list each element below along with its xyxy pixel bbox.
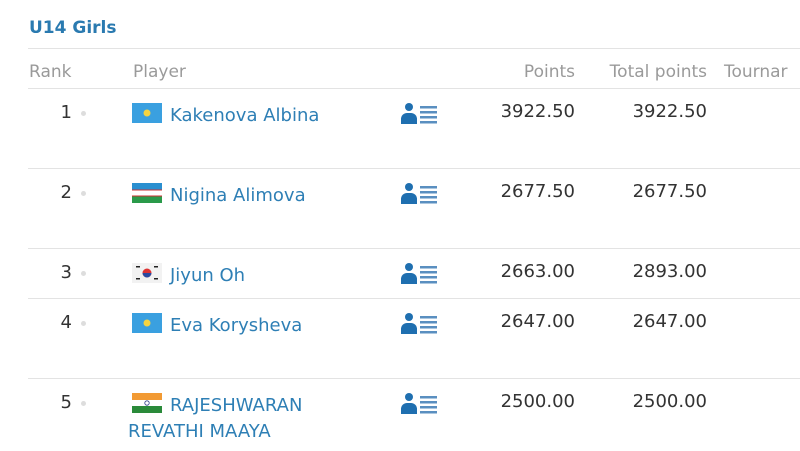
player-profile-icon[interactable] bbox=[401, 182, 439, 204]
points: 3922.50 bbox=[500, 101, 575, 122]
player-profile-icon[interactable] bbox=[401, 262, 439, 284]
total-points: 3922.50 bbox=[632, 101, 707, 122]
player-profile-icon[interactable] bbox=[401, 102, 439, 124]
rank-change-dot-icon bbox=[81, 111, 86, 116]
player-name-link[interactable]: Nigina Alimova bbox=[170, 185, 306, 206]
section-title: U14 Girls bbox=[29, 18, 117, 38]
rank-change-dot-icon bbox=[81, 321, 86, 326]
divider bbox=[28, 48, 800, 49]
total-points: 2647.00 bbox=[632, 311, 707, 332]
total-points: 2677.50 bbox=[632, 181, 707, 202]
total-points: 2500.00 bbox=[632, 391, 707, 412]
points: 2677.50 bbox=[500, 181, 575, 202]
total-points: 2893.00 bbox=[632, 261, 707, 282]
player-name-link[interactable]: RAJESHWARAN bbox=[170, 395, 303, 416]
header-tournaments: Tournar bbox=[724, 62, 788, 82]
header-player: Player bbox=[133, 62, 186, 82]
header-rank: Rank bbox=[29, 62, 72, 82]
divider bbox=[28, 378, 800, 379]
flag-uzbekistan-icon bbox=[132, 183, 162, 203]
flag-kazakhstan-icon bbox=[132, 103, 162, 123]
rank-change-dot-icon bbox=[81, 191, 86, 196]
rank: 2 bbox=[60, 182, 72, 203]
flag-kazakhstan-icon bbox=[132, 313, 162, 333]
divider bbox=[28, 88, 800, 89]
player-name-link-continued[interactable]: REVATHI MAAYA bbox=[128, 421, 271, 442]
header-total-points: Total points bbox=[609, 62, 707, 82]
player-profile-icon[interactable] bbox=[401, 312, 439, 334]
points: 2500.00 bbox=[500, 391, 575, 412]
player-name-link[interactable]: Eva Korysheva bbox=[170, 315, 303, 336]
player-name-link[interactable]: Kakenova Albina bbox=[170, 105, 320, 126]
divider bbox=[28, 168, 800, 169]
points: 2647.00 bbox=[500, 311, 575, 332]
flag-south-korea-icon bbox=[132, 263, 162, 283]
flag-india-icon bbox=[132, 393, 162, 413]
player-profile-icon[interactable] bbox=[401, 392, 439, 414]
rank-change-dot-icon bbox=[81, 271, 86, 276]
rank: 3 bbox=[60, 262, 72, 283]
player-name-link[interactable]: Jiyun Oh bbox=[170, 265, 246, 286]
points: 2663.00 bbox=[500, 261, 575, 282]
divider bbox=[28, 248, 800, 249]
rank: 4 bbox=[60, 312, 72, 333]
rank: 5 bbox=[60, 392, 72, 413]
rank-change-dot-icon bbox=[81, 401, 86, 406]
divider bbox=[28, 298, 800, 299]
header-points: Points bbox=[523, 62, 575, 82]
rank: 1 bbox=[60, 102, 72, 123]
